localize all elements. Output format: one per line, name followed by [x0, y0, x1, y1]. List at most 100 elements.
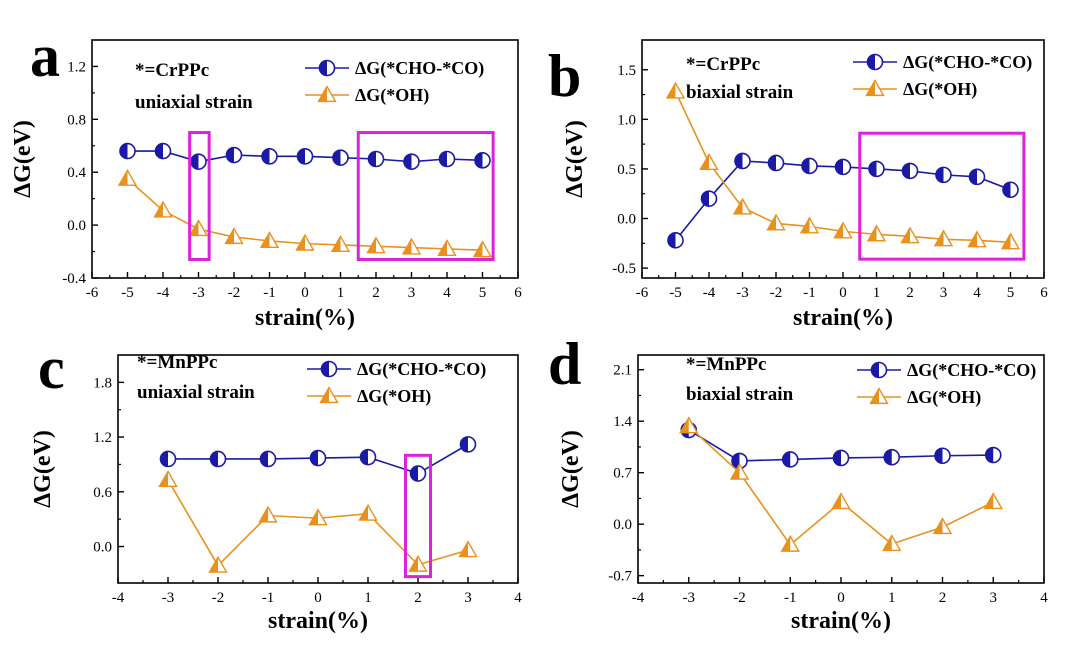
data-point-oh	[831, 492, 851, 510]
data-point-cho-co-fill	[701, 191, 709, 207]
data-point-cho-co-fill	[735, 153, 743, 169]
x-tick-label: 4	[443, 285, 451, 301]
data-point-cho-co-fill	[226, 147, 234, 163]
x-tick-label: -4	[112, 590, 125, 606]
y-tick-label: 0.6	[93, 485, 112, 501]
data-point-cho-co	[154, 142, 172, 160]
data-point-cho-co	[309, 449, 327, 467]
data-point-oh-fill	[296, 235, 305, 250]
x-axis: -6 -5 -4 -3 -2 -1 0 1 2 3 4 5 6	[86, 272, 522, 301]
highlight-box	[188, 131, 211, 261]
legend-label: ΔG(*CHO-*CO)	[903, 52, 1032, 73]
data-point-oh	[967, 230, 987, 248]
data-point-oh	[188, 219, 209, 237]
y-tick-label: 2.1	[613, 363, 632, 379]
legend-label: ΔG(*OH)	[357, 386, 431, 407]
data-point-oh	[158, 470, 178, 488]
strain-type-label: biaxial strain	[686, 384, 794, 405]
x-tick-label: -6	[86, 285, 99, 301]
data-point-oh-fill	[767, 214, 776, 230]
data-point-cho-co-fill	[768, 155, 776, 171]
legend-label: ΔG(*OH)	[907, 387, 981, 408]
x-tick-label: 6	[1040, 285, 1048, 301]
y-tick-label: -0.4	[62, 271, 86, 287]
data-point-oh	[833, 221, 853, 239]
x-tick-label: 1	[337, 285, 345, 301]
legend-marker-oh	[317, 85, 337, 103]
y-axis: -0.5 0.0 0.5 1.0 1.5	[612, 63, 648, 277]
highlight-box	[356, 131, 495, 261]
data-point-cho-co	[403, 153, 420, 170]
data-point-cho-co	[261, 148, 278, 165]
data-point-cho-co-fill	[360, 449, 368, 465]
data-point-oh-fill	[261, 232, 270, 248]
data-point-oh	[933, 229, 954, 247]
data-point-oh	[766, 213, 786, 231]
x-tick-label: 2	[906, 285, 914, 301]
data-point-oh	[437, 239, 457, 256]
data-point-oh-fill	[984, 493, 994, 509]
data-point-cho-co-fill	[160, 451, 168, 467]
x-tick-label: -4	[157, 285, 170, 301]
x-tick-label: -3	[162, 590, 175, 606]
data-point-cho-co-fill	[210, 451, 218, 467]
legend-label: ΔG(*OH)	[355, 85, 429, 106]
x-tick-label: 3	[408, 285, 416, 301]
x-tick-label: 1	[873, 285, 881, 301]
data-point-oh	[258, 505, 278, 523]
y-tick-label: 1.4	[613, 414, 632, 430]
data-point-cho-co-fill	[732, 453, 740, 469]
catalyst-label: *=CrPPc	[686, 54, 760, 75]
data-point-cho-co-fill	[297, 148, 305, 164]
data-point-oh	[208, 555, 228, 573]
legend-marker-cho-co-fill	[867, 54, 875, 70]
data-point-oh	[729, 462, 750, 480]
x-tick-label: 3	[990, 590, 998, 606]
data-point-cho-co	[935, 166, 952, 184]
y-axis-title: ΔG(eV)	[10, 120, 36, 198]
data-point-oh-fill	[781, 536, 791, 552]
data-point-cho-co	[159, 450, 177, 468]
data-point-oh	[408, 554, 428, 572]
legend-marker-cho-co	[318, 59, 336, 77]
data-point-oh	[401, 237, 422, 255]
x-tick-label: 4	[973, 285, 981, 301]
y-tick-label: 0.0	[613, 517, 632, 533]
x-tick-label: -5	[121, 285, 134, 301]
data-point-cho-co-fill	[936, 167, 944, 183]
data-point-cho-co-fill	[368, 151, 376, 167]
data-point-cho-co-fill	[404, 154, 412, 170]
y-tick-label: 0.8	[67, 112, 86, 128]
x-tick-label: -6	[636, 285, 649, 301]
data-point-oh	[330, 235, 351, 253]
panel-a: a -6 -5 -4 -3 -2 -1 0 1 2 3 4 5 6 -0.4 0.0 0.4 0.8 1.2 stra…	[10, 23, 522, 331]
panel-d: d -4 -3 -2 -1 0 1 2 3 4 -0.7 0.0 0.7 1.4 2.1 strain(%) Δ…	[548, 331, 1048, 634]
data-point-cho-co-fill	[120, 143, 128, 159]
x-tick-label: -1	[803, 285, 816, 301]
data-point-cho-co	[734, 152, 751, 170]
x-tick-label: 3	[464, 590, 472, 606]
x-tick-label: 0	[301, 285, 309, 301]
data-point-oh-fill	[935, 230, 944, 246]
legend-marker-oh-fill	[870, 388, 879, 404]
y-tick-label: 0.7	[613, 466, 632, 482]
catalyst-label: *=MnPPc	[137, 352, 217, 373]
panel-label: b	[548, 43, 581, 109]
panel-label: d	[548, 331, 581, 397]
data-point-cho-co-fill	[668, 232, 676, 248]
data-point-oh-fill	[154, 202, 163, 217]
data-point-cho-co	[934, 447, 951, 465]
x-tick-label: 4	[1040, 590, 1048, 606]
y-axis: 0.0 0.6 1.2 1.8	[93, 375, 124, 556]
data-point-oh	[117, 168, 138, 186]
legend-marker-oh	[869, 387, 889, 405]
x-tick-label: -2	[770, 285, 783, 301]
data-point-cho-co-fill	[902, 163, 910, 179]
x-tick-label: 5	[1007, 285, 1015, 301]
legend-label: ΔG(*CHO-*CO)	[907, 360, 1036, 381]
data-point-cho-co-fill	[1003, 182, 1011, 198]
data-point-oh-fill	[159, 471, 168, 487]
data-point-cho-co-fill	[333, 150, 341, 166]
data-point-oh-fill	[832, 493, 841, 509]
